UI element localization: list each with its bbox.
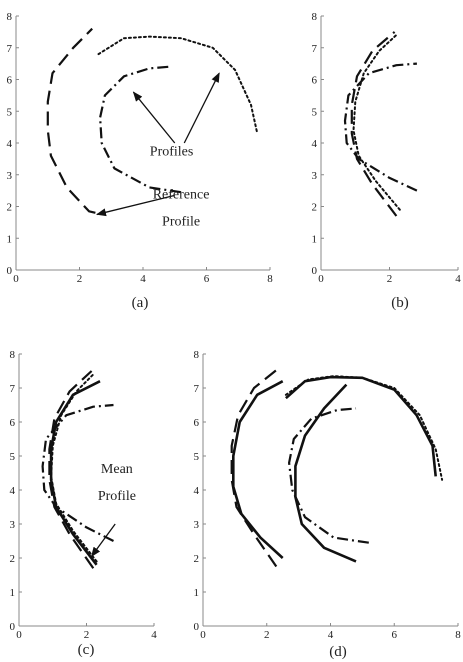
y-tick-label: 5 (194, 451, 200, 463)
y-tick-label: 2 (194, 553, 200, 565)
y-tick-label: 3 (194, 519, 200, 531)
y-tick-label: 8 (10, 349, 16, 361)
y-tick-label: 5 (312, 106, 318, 118)
y-tick-label: 7 (312, 43, 318, 55)
y-tick-label: 5 (7, 106, 13, 118)
series-dashdot-line (41, 403, 114, 542)
x-tick-label: 0 (13, 273, 19, 285)
series-dashed-line (350, 31, 398, 217)
y-tick-label: 6 (7, 75, 13, 87)
y-tick-label: 7 (7, 43, 13, 55)
y-tick-label: 3 (10, 519, 16, 531)
y-tick-label: 6 (10, 417, 16, 429)
y-tick-label: 7 (10, 383, 16, 395)
y-tick-label: 2 (312, 202, 318, 214)
panel-c: 0 2 4 0 1 2 3 4 5 6 7 8 Mean Profile (c) (10, 349, 158, 658)
y-tick-label: 6 (194, 417, 200, 429)
y-tick-label: 1 (7, 233, 13, 245)
y-tick-label: 3 (312, 170, 318, 182)
y-tick-label: 0 (194, 621, 200, 633)
x-tick-label: 4 (455, 273, 461, 285)
series-solid-line (232, 380, 284, 559)
y-tick-label: 1 (10, 587, 16, 599)
annotation-arrow (132, 91, 176, 144)
annotation-arrow (90, 523, 116, 558)
annotation-text: Reference (153, 188, 210, 203)
y-tick-label: 6 (312, 75, 318, 87)
panel-b: 0 2 4 0 1 2 3 4 5 6 7 8 (b) (312, 11, 462, 311)
series-dashdot-line (288, 407, 369, 544)
y-tick-label: 4 (7, 138, 13, 150)
annotation-text: Profiles (150, 145, 194, 160)
y-tick-label: 1 (312, 233, 318, 245)
annotation-text: Mean (101, 462, 133, 477)
series-dashed-line (48, 370, 95, 569)
series-solid-line (294, 383, 357, 563)
x-tick-label: 8 (267, 273, 273, 285)
y-tick-label: 5 (10, 451, 16, 463)
y-tick-label: 2 (10, 553, 16, 565)
x-tick-label: 4 (328, 629, 334, 641)
annotation-text: Profile (162, 215, 200, 230)
y-tick-label: 8 (7, 11, 13, 23)
annotation-arrow (95, 194, 175, 217)
y-tick-label: 0 (7, 265, 13, 277)
panel-label: (b) (391, 295, 409, 311)
series-dashdot-line (98, 65, 182, 194)
y-tick-label: 0 (312, 265, 318, 277)
annotation-arrow (183, 72, 220, 144)
series-dashdot-line (343, 62, 418, 192)
series-dashed-line (46, 27, 96, 214)
panel-label: (d) (329, 644, 347, 660)
x-tick-label: 0 (16, 629, 22, 641)
y-tick-label: 8 (194, 349, 200, 361)
panel-label: (c) (78, 642, 95, 658)
series-dotted-line (97, 35, 259, 135)
y-tick-label: 4 (10, 485, 16, 497)
x-tick-label: 2 (84, 629, 90, 641)
y-tick-label: 2 (7, 202, 13, 214)
x-tick-label: 4 (151, 629, 157, 641)
x-tick-label: 0 (318, 273, 324, 285)
x-tick-label: 2 (387, 273, 393, 285)
series-solid-line (285, 375, 437, 477)
y-tick-label: 4 (312, 138, 318, 150)
y-tick-label: 4 (194, 485, 200, 497)
y-tick-label: 3 (7, 170, 13, 182)
panel-a: 0 2 4 6 8 0 1 2 3 4 5 6 7 8 Profiles Reference Profile (a… (7, 11, 274, 311)
x-tick-label: 6 (204, 273, 210, 285)
x-tick-label: 6 (392, 629, 398, 641)
y-tick-label: 1 (194, 587, 200, 599)
x-tick-label: 0 (200, 629, 206, 641)
series-dashed-line (230, 366, 281, 568)
y-tick-label: 7 (194, 383, 200, 395)
panel-d: 0 2 4 6 8 0 1 2 3 4 5 6 7 8 (d) (194, 349, 462, 660)
series-dotted-line (352, 34, 401, 211)
x-tick-label: 4 (140, 273, 146, 285)
x-tick-label: 8 (455, 629, 461, 641)
series-solid-line (49, 380, 101, 566)
x-tick-label: 2 (77, 273, 83, 285)
annotation-text: Profile (98, 489, 136, 504)
y-tick-label: 8 (312, 11, 318, 23)
x-tick-label: 2 (264, 629, 270, 641)
y-tick-label: 0 (10, 621, 16, 633)
panel-label: (a) (132, 295, 149, 311)
